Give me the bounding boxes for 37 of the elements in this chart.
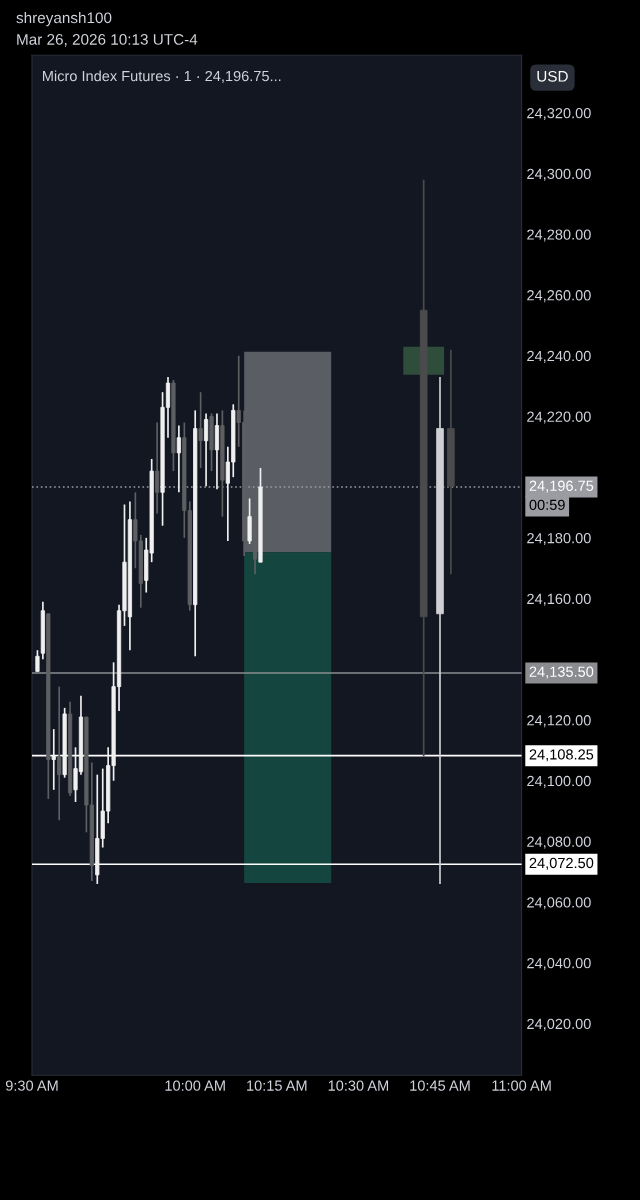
text: 00:59 — [529, 499, 565, 510]
candlestick — [35, 649, 40, 673]
y-tick-label: 24,080.00 — [527, 836, 591, 849]
x-tick-label: 10:45 AM — [410, 1080, 470, 1091]
y-tick-label: 24,100.00 — [527, 775, 591, 788]
candlestick — [155, 421, 160, 515]
y-tick-label: 24,240.00 — [527, 350, 591, 363]
x-tick-label: 11:00 AM — [492, 1080, 551, 1091]
y-tick-label: 24,320.00 — [527, 107, 591, 121]
y-tick-label: 24,040.00 — [527, 957, 591, 971]
candlestick — [203, 412, 209, 488]
candlestick — [57, 685, 62, 822]
text: shreyansh100 — [16, 12, 112, 27]
x-tick-label: 10:30 AM — [328, 1080, 389, 1091]
text: USD — [537, 70, 568, 82]
y-tick-label: 24,260.00 — [527, 290, 591, 303]
candlestick — [198, 391, 203, 469]
ref-line-label: 24,135.50 — [529, 666, 594, 679]
x-tick-label: 9:30 AM — [5, 1080, 58, 1091]
y-tick-label: 24,300.00 — [527, 168, 591, 181]
ref-line-label: 24,196.75 — [529, 480, 594, 493]
y-tick-label: 24,220.00 — [527, 411, 591, 424]
bar — [244, 552, 332, 884]
text: Mar 26, 2026 10:13 UTC-4 — [17, 34, 198, 47]
candlestick — [176, 424, 181, 494]
x-tick-label: 10:00 AM — [165, 1080, 225, 1091]
y-tick-label: 24,180.00 — [527, 532, 591, 546]
y-tick-label: 24,060.00 — [527, 897, 591, 910]
text: Micro Index Futures · 1 · 24,196.75... — [42, 70, 281, 83]
y-tick-label: 24,160.00 — [527, 593, 591, 606]
ref-line-label: 24,108.25 — [529, 749, 594, 762]
y-tick-label: 24,280.00 — [527, 229, 591, 242]
y-tick-label: 24,020.00 — [527, 1018, 591, 1031]
candlestick — [51, 728, 56, 791]
ref-line-label: 24,072.50 — [529, 857, 594, 870]
x-tick-label: 10:15 AM — [247, 1080, 307, 1091]
y-tick-label: 24,120.00 — [527, 715, 591, 728]
